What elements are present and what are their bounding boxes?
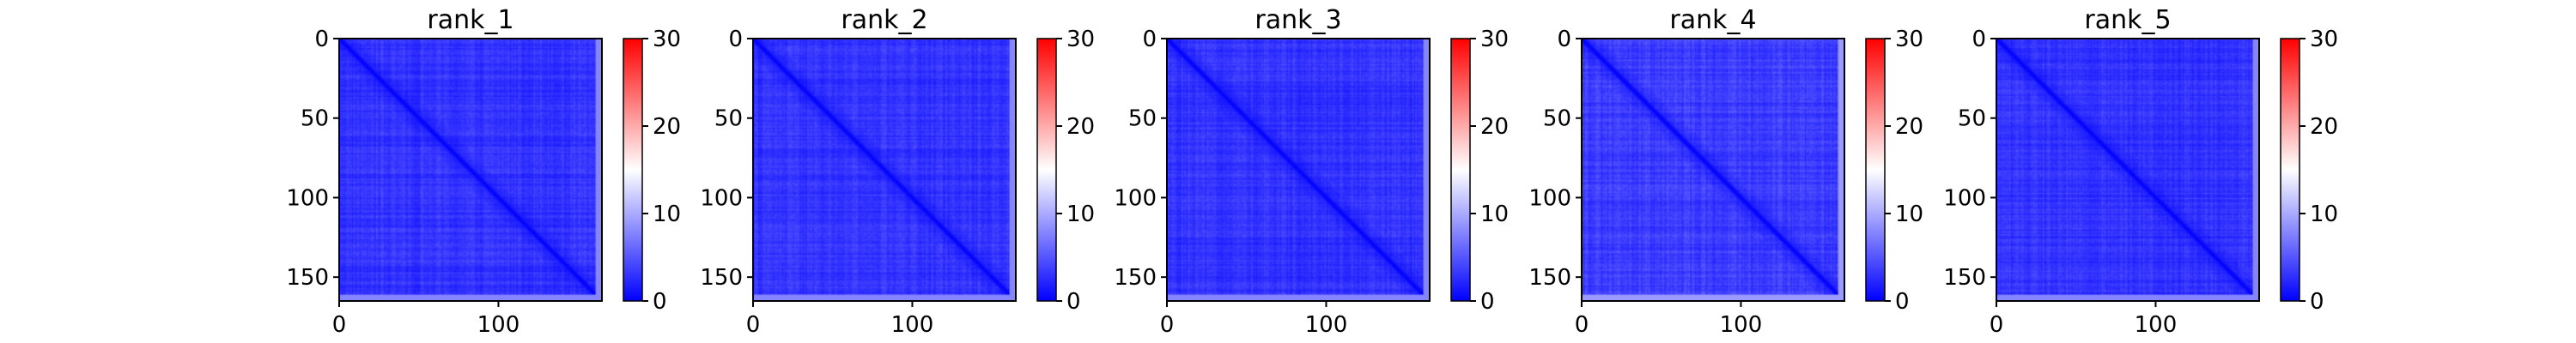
y-tick-label: 100	[286, 185, 329, 211]
colorbar-tick-label: 20	[1066, 114, 1095, 140]
colorbar-tick-label: 10	[1066, 202, 1095, 227]
panel-title: rank_3	[1255, 5, 1341, 35]
colorbar-tick-label: 20	[653, 114, 681, 140]
plot-frame	[1166, 38, 1431, 302]
colorbar-tick-label: 0	[2310, 289, 2324, 315]
colorbar-tick-label: 20	[1480, 114, 1509, 140]
y-tick-label: 150	[1943, 265, 1986, 291]
x-tick-label: 0	[1160, 312, 1175, 338]
plot-frame	[1581, 38, 1845, 302]
colorbar-tick-label: 0	[1480, 289, 1495, 315]
colorbar-tick-label: 20	[1895, 114, 1923, 140]
x-tick-label: 100	[1305, 312, 1348, 338]
x-tick-label: 0	[1575, 312, 1589, 338]
colorbar-tick-label: 10	[2310, 202, 2338, 227]
y-tick-label: 100	[1528, 185, 1571, 211]
y-tick-label: 50	[1543, 106, 1571, 132]
heatmap-image	[1582, 39, 1844, 301]
colorbar	[623, 38, 643, 302]
heatmap-image	[339, 39, 602, 301]
y-tick-label: 150	[1528, 265, 1571, 291]
heatmap-image	[753, 39, 1016, 301]
colorbar-tick-label: 30	[653, 27, 681, 52]
y-tick-label: 50	[714, 106, 743, 132]
colorbar-tick-label: 20	[2310, 114, 2338, 140]
y-tick-label: 150	[1114, 265, 1157, 291]
colorbar-tick-label: 10	[653, 202, 681, 227]
plot-frame	[338, 38, 603, 302]
colorbar-tick-label: 10	[1895, 202, 1923, 227]
y-tick-label: 50	[301, 106, 329, 132]
colorbar-tick-label: 30	[2310, 27, 2338, 52]
x-tick-label: 0	[746, 312, 761, 338]
y-tick-label: 0	[1557, 27, 1571, 52]
panel-title: rank_2	[841, 5, 927, 35]
y-tick-label: 100	[700, 185, 743, 211]
colorbar-tick-label: 30	[1066, 27, 1095, 52]
y-tick-label: 0	[728, 27, 743, 52]
y-tick-label: 100	[1943, 185, 1986, 211]
y-tick-label: 0	[1971, 27, 1986, 52]
panel-title: rank_4	[1669, 5, 1756, 35]
panel-title: rank_5	[2084, 5, 2171, 35]
colorbar	[2280, 38, 2300, 302]
colorbar-tick-label: 0	[1066, 289, 1081, 315]
x-tick-label: 100	[2135, 312, 2178, 338]
heatmap-image	[1996, 39, 2259, 301]
colorbar-tick-label: 30	[1480, 27, 1509, 52]
y-tick-label: 0	[1142, 27, 1157, 52]
y-tick-label: 0	[314, 27, 329, 52]
x-tick-label: 100	[477, 312, 520, 338]
x-tick-label: 0	[1990, 312, 2004, 338]
heatmap-image	[1167, 39, 1430, 301]
colorbar	[1036, 38, 1057, 302]
x-tick-label: 0	[332, 312, 347, 338]
colorbar-tick-label: 0	[1895, 289, 1910, 315]
plot-frame	[1996, 38, 2260, 302]
colorbar-tick-label: 10	[1480, 202, 1509, 227]
panel-title: rank_1	[427, 5, 513, 35]
y-tick-label: 100	[1114, 185, 1157, 211]
colorbar	[1865, 38, 1886, 302]
plot-frame	[752, 38, 1017, 302]
colorbar-tick-label: 30	[1895, 27, 1923, 52]
y-tick-label: 150	[286, 265, 329, 291]
x-tick-label: 100	[891, 312, 934, 338]
y-tick-label: 150	[700, 265, 743, 291]
colorbar-tick-label: 0	[653, 289, 667, 315]
y-tick-label: 50	[1128, 106, 1157, 132]
colorbar	[1450, 38, 1471, 302]
y-tick-label: 50	[1958, 106, 1986, 132]
x-tick-label: 100	[1720, 312, 1763, 338]
